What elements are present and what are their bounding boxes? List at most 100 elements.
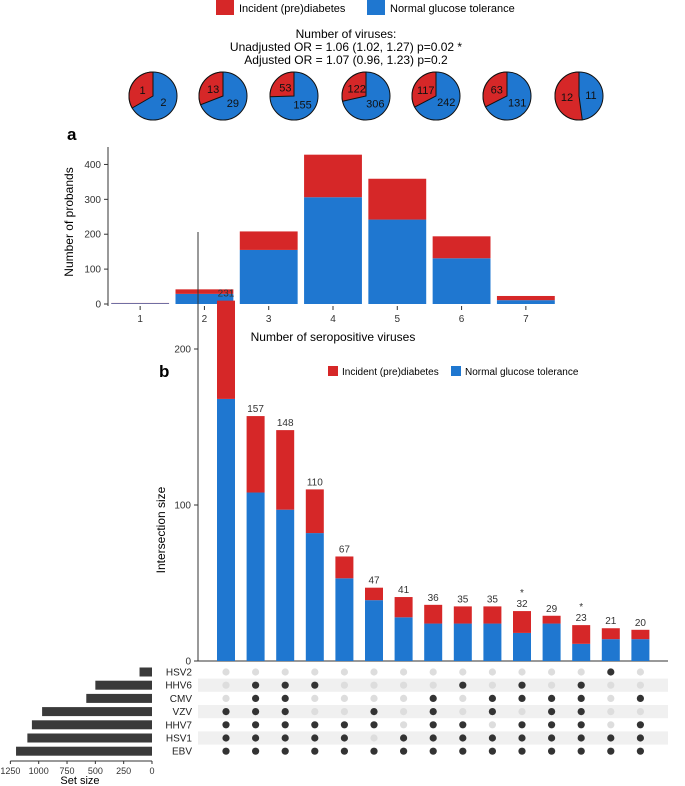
- legend-label-red: Incident (pre)diabetes: [239, 3, 346, 15]
- matrix-dot-empty: [340, 708, 348, 716]
- matrix-dot-filled: [400, 747, 408, 755]
- panel-a-ytick-label: 400: [84, 160, 101, 171]
- matrix-dot-empty: [607, 681, 615, 689]
- panel-a-bar-blue: [111, 303, 170, 304]
- matrix-dot-filled: [548, 708, 556, 716]
- matrix-dot-empty: [429, 668, 437, 676]
- panel-b-total-label: 47: [368, 576, 380, 587]
- matrix-dot-empty: [488, 668, 496, 676]
- matrix-dot-filled: [488, 694, 496, 703]
- panel-b-ytick-label: 100: [174, 501, 191, 512]
- set-size-bar: [42, 707, 152, 717]
- panel-b-ylabel: Intersection size: [154, 486, 168, 573]
- matrix-dot-filled: [222, 708, 230, 716]
- matrix-dot-filled: [518, 747, 526, 755]
- pie-6-red-slice: [482, 71, 508, 108]
- matrix-dot-filled: [370, 708, 378, 716]
- matrix-dot-filled: [429, 708, 437, 716]
- panel-b-bar-red: [453, 606, 472, 624]
- set-name-label: VZV: [173, 707, 193, 718]
- panel-a-ytick-label: 100: [84, 265, 101, 276]
- panel-b-bar-blue: [335, 578, 354, 661]
- matrix-dot-filled: [340, 734, 348, 742]
- set-name-label: HSV1: [166, 734, 193, 745]
- panel-b-bar-red: [542, 615, 561, 624]
- panel-a-xtick-label: 2: [202, 314, 208, 325]
- panel-b-bar-blue: [542, 623, 561, 661]
- matrix-dot-empty: [607, 694, 615, 703]
- panel-b-significance-star: *: [579, 602, 583, 613]
- matrix-dot-empty: [370, 734, 378, 742]
- matrix-dot-filled: [281, 708, 289, 716]
- panel-b-bar-blue: [453, 623, 472, 661]
- matrix-dot-filled: [281, 694, 289, 703]
- b-legend-swatch-blue: [451, 366, 461, 376]
- pie-3-blue-label: 155: [293, 99, 311, 111]
- matrix-dot-filled: [518, 721, 526, 729]
- matrix-dot-filled: [429, 734, 437, 742]
- legend-label-blue: Normal glucose tolerance: [390, 3, 515, 15]
- matrix-dot-empty: [222, 681, 230, 689]
- matrix-dot-filled: [429, 747, 437, 755]
- set-size-tick-label: 0: [149, 766, 154, 776]
- matrix-dot-filled: [222, 747, 230, 755]
- matrix-dot-filled: [252, 721, 260, 729]
- matrix-dot-filled: [518, 694, 526, 703]
- panel-label-b: b: [159, 362, 169, 381]
- matrix-dot-filled: [636, 694, 645, 703]
- panel-a-bar-red: [368, 178, 427, 220]
- matrix-dot-filled: [252, 681, 260, 689]
- matrix-dot-filled: [222, 734, 230, 742]
- b-legend-label-blue: Normal glucose tolerance: [465, 367, 579, 378]
- pie-7-red-slice: [554, 71, 583, 121]
- panel-b-bar-blue: [601, 639, 620, 661]
- pie-3-red-label: 53: [279, 83, 291, 95]
- matrix-dot-empty: [222, 668, 230, 676]
- panel-b-total-label: 23: [576, 613, 588, 624]
- set-size-tick-label: 1000: [29, 766, 49, 776]
- matrix-dot-empty: [607, 708, 615, 716]
- matrix-dot-filled: [311, 747, 319, 755]
- panel-b-bar-red: [246, 416, 265, 493]
- matrix-dot-empty: [518, 668, 526, 676]
- matrix-dot-filled: [577, 708, 585, 716]
- matrix-dot-filled: [370, 747, 378, 755]
- matrix-dot-empty: [577, 668, 585, 676]
- panel-a-xtick-label: 5: [395, 314, 401, 325]
- panel-a-bar-blue: [432, 258, 491, 304]
- matrix-dot-filled: [311, 721, 319, 729]
- or-header: Number of viruses: Unadjusted OR = 1.06 …: [230, 27, 462, 67]
- set-size-bar: [16, 746, 153, 756]
- matrix-dot-filled: [636, 734, 645, 742]
- panel-b-total-label: 67: [339, 544, 351, 555]
- panel-b-bar-blue: [217, 398, 235, 661]
- set-name-label: HSV2: [166, 668, 193, 679]
- panel-b-bar-red: [601, 628, 620, 640]
- header-line-3: Adjusted OR = 1.07 (0.96, 1.23) p=0.2: [244, 53, 448, 67]
- panel-b-bar-red: [513, 611, 531, 633]
- set-name-label: HHV7: [165, 720, 192, 731]
- panel-b-total-label: 110: [307, 477, 323, 488]
- matrix-dot-filled: [607, 734, 615, 742]
- panel-a-bar-red: [432, 236, 491, 259]
- matrix-dot-empty: [459, 708, 467, 716]
- pie-2-red-label: 13: [207, 84, 219, 96]
- panel-b-total-label: 32: [516, 599, 528, 610]
- matrix-dot-empty: [400, 708, 408, 716]
- matrix-dot-filled: [548, 721, 556, 729]
- panel-b-bar-blue: [631, 639, 650, 661]
- panel-a-bar-red: [175, 289, 234, 294]
- matrix-dot-filled: [370, 721, 378, 729]
- matrix-dot-filled: [252, 734, 260, 742]
- matrix-dot-filled: [400, 734, 408, 742]
- panel-a-ytick-label: 0: [95, 300, 101, 311]
- matrix-dot-empty: [252, 668, 260, 676]
- panel-b-bar-blue: [424, 623, 443, 661]
- matrix-dot-filled: [607, 747, 615, 755]
- pie-7-red-label: 12: [561, 92, 573, 104]
- set-name-label: EBV: [172, 747, 192, 758]
- matrix-dot-empty: [340, 668, 348, 676]
